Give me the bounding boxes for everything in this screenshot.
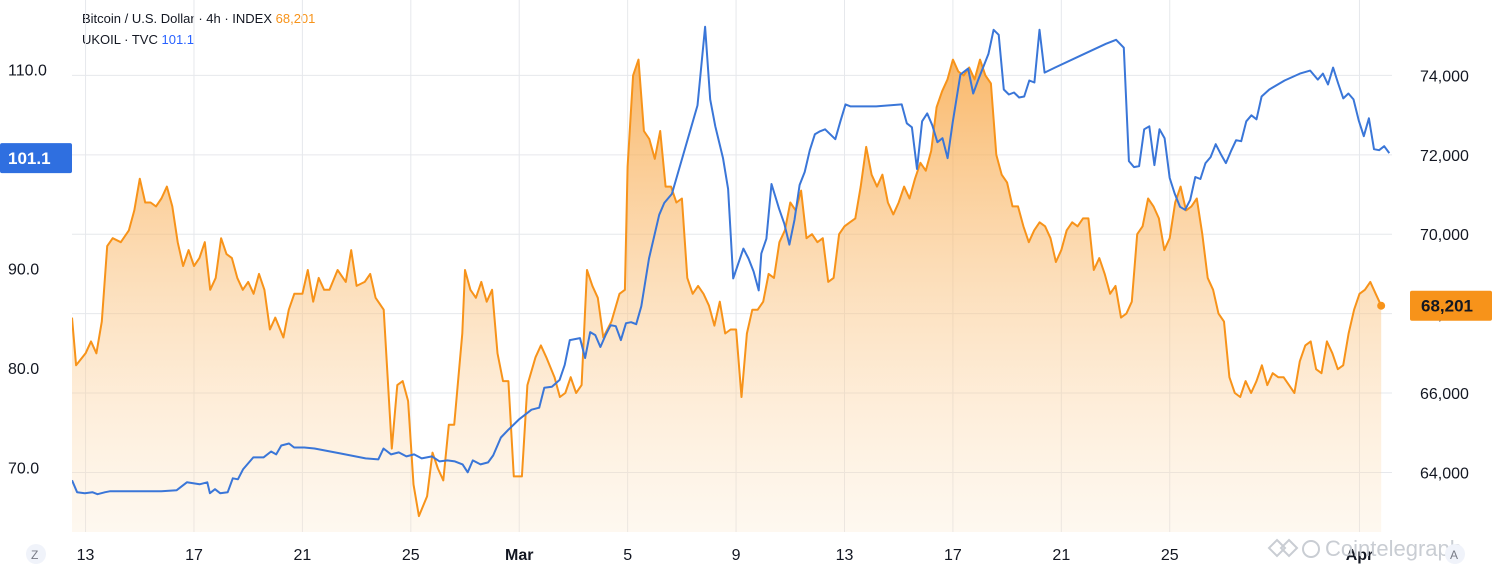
corner-left-label: Z xyxy=(31,548,38,562)
oil-last-badge xyxy=(0,143,72,174)
corner-button-right[interactable]: A xyxy=(1445,544,1465,564)
right-tick-label: 70,000 xyxy=(1420,227,1469,244)
legend-btc-label: Bitcoin / U.S. Dollar · 4h · INDEX xyxy=(82,11,272,26)
btc-last-point xyxy=(1377,301,1386,310)
left-tick-label: 110.0 xyxy=(8,63,47,80)
right-tick-label: 66,000 xyxy=(1420,386,1469,403)
last-value-badges: 101.1 68,201 xyxy=(0,143,1492,321)
x-tick-label: 21 xyxy=(293,547,311,564)
right-tick-label: 74,000 xyxy=(1420,68,1469,85)
oil-last-badge-label: 101.1 xyxy=(8,149,51,168)
x-tick-label: 25 xyxy=(402,547,420,564)
x-tick-label: 5 xyxy=(623,547,632,564)
legend-btc-value: 68,201 xyxy=(275,11,316,26)
corner-right-label: A xyxy=(1450,548,1458,562)
legend-oil: UKOIL · TVC 101.1 xyxy=(82,32,194,47)
right-tick-label: 64,000 xyxy=(1420,465,1469,482)
x-tick-label: 17 xyxy=(944,547,962,564)
left-tick-label: 70.0 xyxy=(8,460,39,477)
x-tick-label: 17 xyxy=(185,547,203,564)
x-tick-label: 21 xyxy=(1052,547,1070,564)
legend-oil-value: 101.1 xyxy=(161,32,195,47)
oil-line xyxy=(72,25,1391,496)
watermark-logo-icon xyxy=(1267,538,1320,558)
x-tick-label: 9 xyxy=(732,547,741,564)
right-tick-label: 72,000 xyxy=(1420,148,1469,165)
x-tick-label: Mar xyxy=(505,547,533,564)
legend-oil-label: UKOIL · TVC xyxy=(82,32,158,47)
x-tick-label: 13 xyxy=(77,547,95,564)
legend-btc: Bitcoin / U.S. Dollar · 4h · INDEX 68,20… xyxy=(82,11,315,26)
x-tick-label: 13 xyxy=(836,547,854,564)
corner-button-left[interactable]: Z xyxy=(26,544,46,564)
btc-area xyxy=(72,59,1382,532)
left-tick-label: 90.0 xyxy=(8,261,39,278)
left-tick-label: 80.0 xyxy=(8,361,39,378)
btc-line xyxy=(72,58,1383,518)
btc-last-badge xyxy=(1410,290,1492,321)
plot-area xyxy=(72,25,1391,532)
btc-last-badge-label: 68,201 xyxy=(1421,297,1473,316)
x-tick-label: 25 xyxy=(1161,547,1179,564)
x-tick-label: Apr xyxy=(1346,547,1374,564)
watermark: Cointelegraph xyxy=(1325,536,1462,561)
